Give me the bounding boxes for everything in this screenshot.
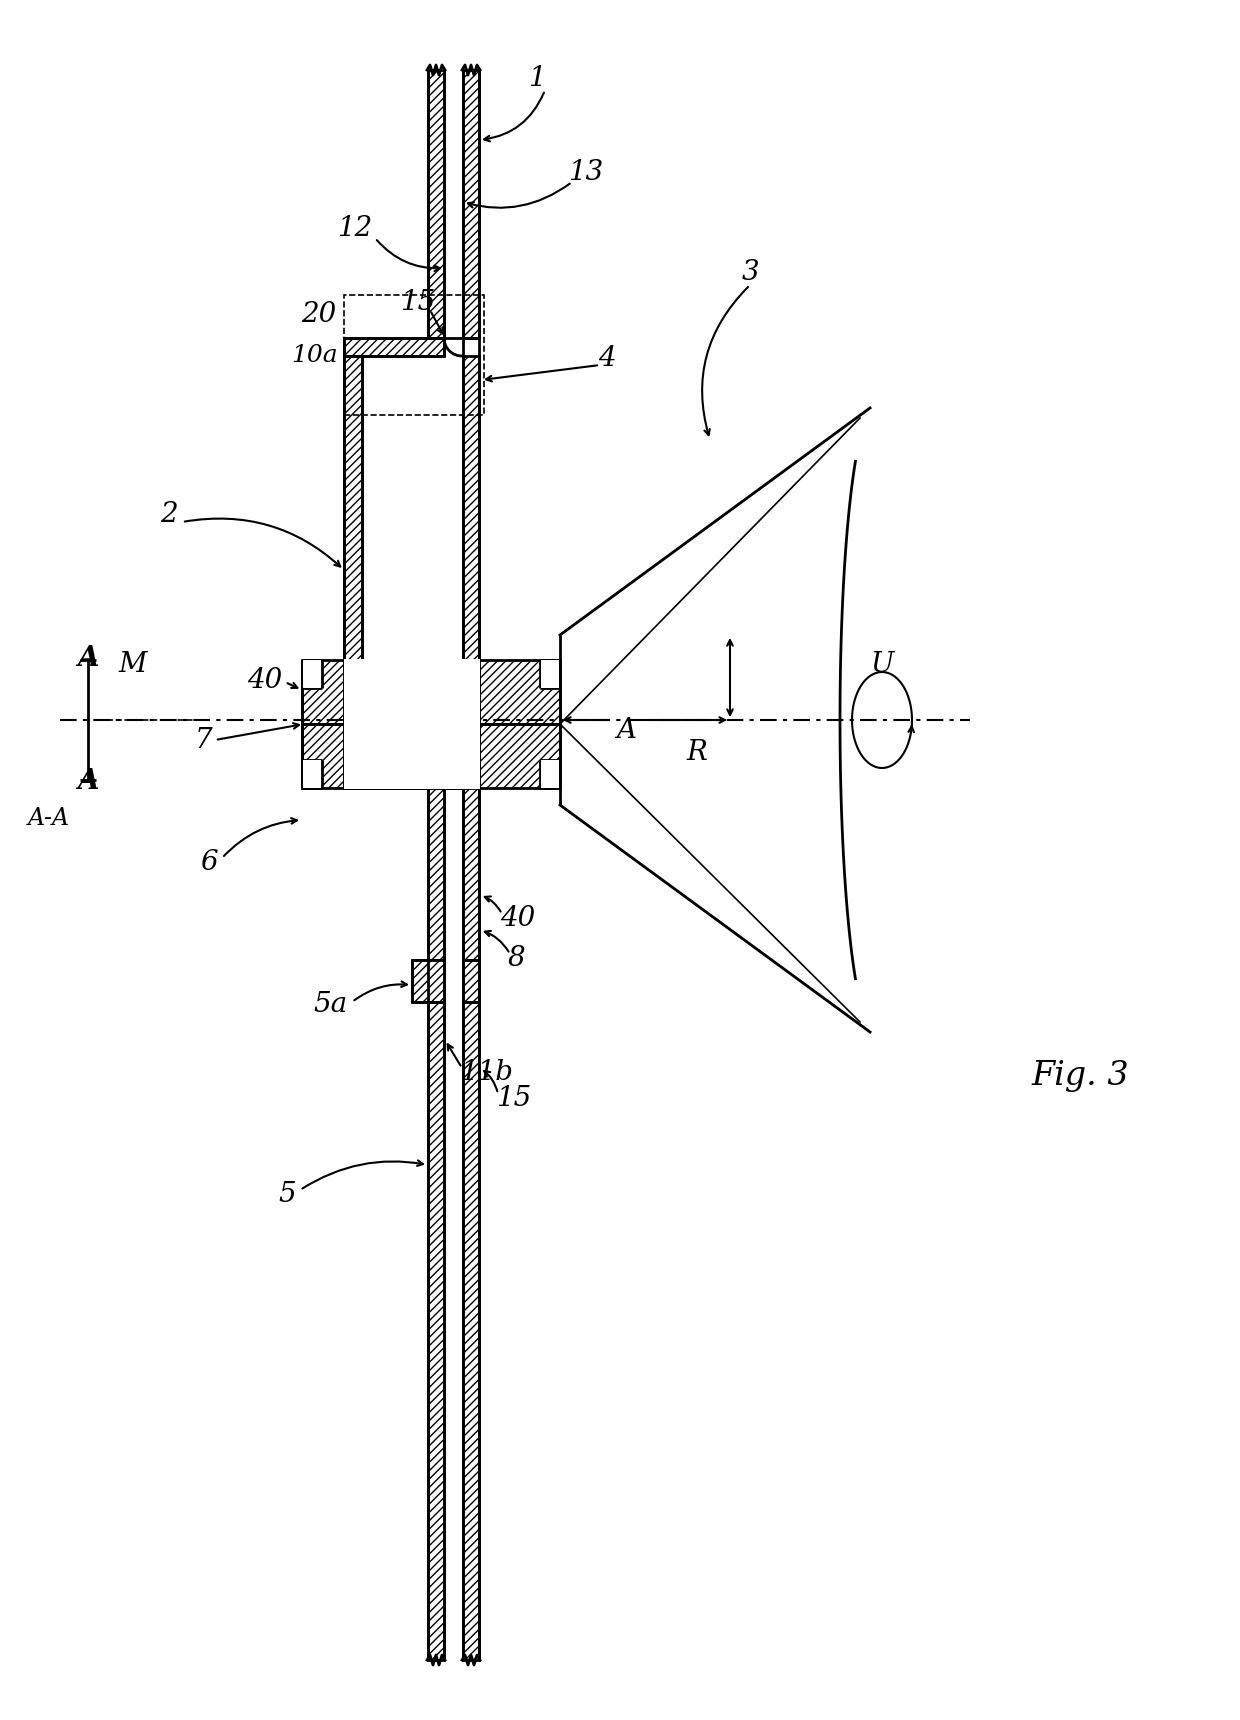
Text: A: A xyxy=(77,769,99,795)
Text: 2: 2 xyxy=(160,502,179,528)
Bar xyxy=(303,724,560,788)
Bar xyxy=(343,356,362,660)
Bar xyxy=(463,960,479,1003)
Bar xyxy=(343,339,444,356)
Bar xyxy=(343,296,484,415)
Text: 3: 3 xyxy=(742,258,760,286)
Text: 12: 12 xyxy=(337,215,372,241)
Text: 15: 15 xyxy=(496,1085,531,1111)
Bar xyxy=(463,1003,479,1660)
Text: 5a: 5a xyxy=(314,991,348,1018)
Bar xyxy=(463,71,479,339)
Bar xyxy=(541,760,559,788)
Text: 20: 20 xyxy=(301,301,336,329)
Text: 5: 5 xyxy=(278,1182,296,1209)
Text: 8: 8 xyxy=(508,944,526,972)
Bar xyxy=(303,660,560,724)
Bar xyxy=(428,788,444,960)
Bar xyxy=(412,960,444,1003)
Bar xyxy=(463,356,479,660)
Bar xyxy=(343,659,480,789)
Text: R: R xyxy=(686,738,707,765)
Text: 4: 4 xyxy=(598,344,615,372)
Text: 40: 40 xyxy=(247,666,281,693)
Bar xyxy=(303,660,321,688)
Text: 6: 6 xyxy=(201,848,218,875)
Bar xyxy=(463,660,479,788)
Bar xyxy=(428,71,444,339)
Text: A: A xyxy=(77,645,99,673)
Bar xyxy=(343,660,362,788)
Text: 40: 40 xyxy=(500,905,536,932)
Text: M: M xyxy=(118,650,146,678)
Text: 10a: 10a xyxy=(291,344,339,366)
Text: 13: 13 xyxy=(568,158,603,186)
Text: 1: 1 xyxy=(528,64,546,91)
Text: 11b: 11b xyxy=(460,1058,513,1085)
Text: 15: 15 xyxy=(401,289,435,315)
Text: Fig. 3: Fig. 3 xyxy=(1032,1060,1128,1092)
Bar xyxy=(463,788,479,960)
Text: 7: 7 xyxy=(195,726,212,753)
Text: U: U xyxy=(870,650,894,678)
Bar xyxy=(541,660,559,688)
Bar xyxy=(428,1003,444,1660)
Text: A-A: A-A xyxy=(29,807,69,831)
Text: A: A xyxy=(616,717,636,743)
Bar xyxy=(303,760,321,788)
